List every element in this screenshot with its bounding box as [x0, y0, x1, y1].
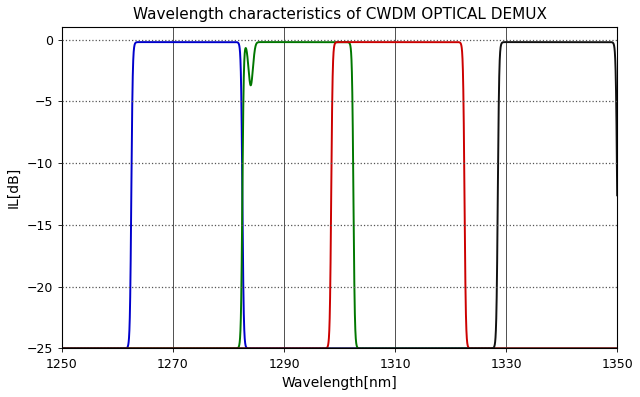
Title: Wavelength characteristics of CWDM OPTICAL DEMUX: Wavelength characteristics of CWDM OPTIC…	[132, 7, 547, 22]
X-axis label: Wavelength[nm]: Wavelength[nm]	[282, 376, 397, 390]
Y-axis label: IL[dB]: IL[dB]	[7, 167, 21, 208]
